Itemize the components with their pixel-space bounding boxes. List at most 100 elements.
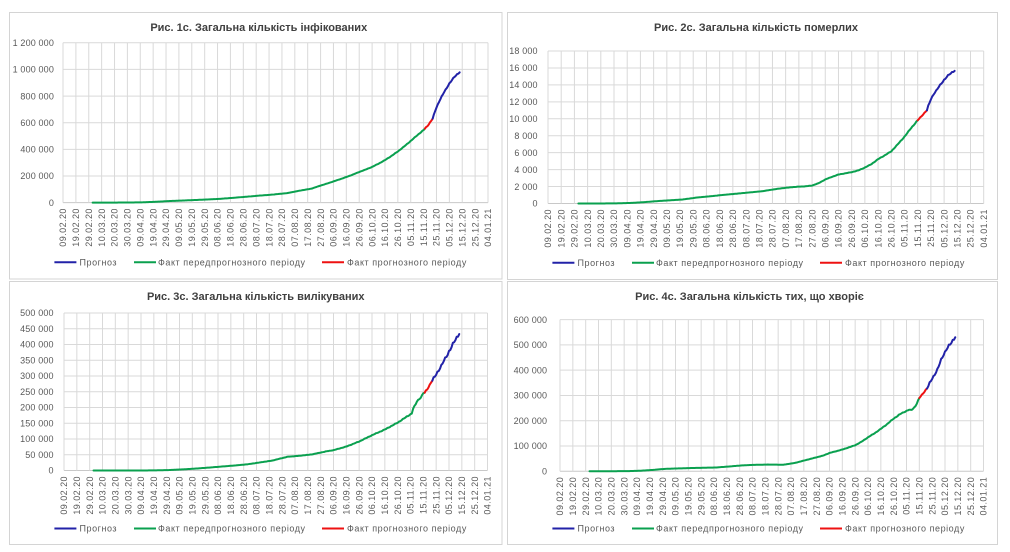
svg-text:17.08.20: 17.08.20 [303,208,313,247]
svg-text:18.07.20: 18.07.20 [264,208,274,247]
svg-text:1 000 000: 1 000 000 [13,65,54,75]
svg-text:450 000: 450 000 [20,324,54,334]
svg-text:14 000: 14 000 [509,80,537,90]
svg-text:16.10.20: 16.10.20 [380,476,390,515]
svg-text:09.02.20: 09.02.20 [555,477,565,516]
svg-text:200 000: 200 000 [20,171,54,181]
svg-text:800 000: 800 000 [20,91,54,101]
svg-text:Прогноз: Прогноз [80,258,118,268]
svg-text:26.09.20: 26.09.20 [847,209,857,248]
svg-text:07.08.20: 07.08.20 [290,476,300,515]
svg-text:17.08.20: 17.08.20 [799,477,809,516]
svg-text:500 000: 500 000 [20,308,54,318]
svg-text:08.07.20: 08.07.20 [741,209,751,248]
svg-text:15.11.20: 15.11.20 [419,208,429,246]
svg-text:09.04.20: 09.04.20 [135,208,145,247]
svg-text:29.05.20: 29.05.20 [696,477,706,516]
svg-text:25.11.20: 25.11.20 [927,477,937,515]
svg-text:09.05.20: 09.05.20 [662,209,672,248]
svg-text:06.09.20: 06.09.20 [820,209,830,248]
svg-text:200 000: 200 000 [20,403,54,413]
svg-text:20.03.20: 20.03.20 [596,209,606,248]
svg-text:16.09.20: 16.09.20 [834,209,844,248]
svg-text:26.10.20: 26.10.20 [393,208,403,247]
svg-text:29.04.20: 29.04.20 [658,477,668,516]
svg-text:06.09.20: 06.09.20 [329,208,339,247]
svg-text:19.02.20: 19.02.20 [72,476,82,515]
svg-text:400 000: 400 000 [20,340,54,350]
svg-text:09.02.20: 09.02.20 [58,208,68,247]
svg-text:09.04.20: 09.04.20 [136,476,146,515]
svg-text:15.11.20: 15.11.20 [913,209,923,247]
svg-text:08.06.20: 08.06.20 [709,477,719,516]
svg-text:350 000: 350 000 [20,355,54,365]
svg-text:19.02.20: 19.02.20 [71,208,81,247]
svg-text:04.01.21: 04.01.21 [979,209,989,248]
svg-text:28.06.20: 28.06.20 [239,476,249,515]
svg-text:09.05.20: 09.05.20 [671,477,681,516]
svg-text:05.12.20: 05.12.20 [445,208,455,247]
svg-text:29.04.20: 29.04.20 [649,209,659,248]
svg-text:0: 0 [533,198,538,208]
svg-text:16.10.20: 16.10.20 [873,209,883,248]
svg-text:28.07.20: 28.07.20 [277,476,287,515]
svg-text:05.12.20: 05.12.20 [444,476,454,515]
svg-text:08.07.20: 08.07.20 [748,477,758,516]
svg-text:20.03.20: 20.03.20 [111,476,121,515]
svg-text:09.02.20: 09.02.20 [59,476,69,515]
svg-text:06.09.20: 06.09.20 [825,477,835,516]
svg-text:15.12.20: 15.12.20 [457,208,467,247]
svg-text:150 000: 150 000 [20,418,54,428]
svg-text:27.08.20: 27.08.20 [812,477,822,516]
svg-text:600 000: 600 000 [20,118,54,128]
svg-text:19.05.20: 19.05.20 [675,209,685,248]
svg-text:25.12.20: 25.12.20 [470,208,480,247]
svg-text:05.11.20: 05.11.20 [900,209,910,247]
svg-text:Факт прогнозного періоду: Факт прогнозного періоду [347,524,467,534]
svg-text:07.08.20: 07.08.20 [786,477,796,516]
svg-text:500 000: 500 000 [514,340,548,350]
svg-text:Факт передпрогнозного періоду: Факт передпрогнозного періоду [158,258,306,268]
svg-text:15.12.20: 15.12.20 [953,477,963,516]
svg-text:04.01.21: 04.01.21 [979,477,989,516]
svg-text:29.05.20: 29.05.20 [200,476,210,515]
svg-text:18.07.20: 18.07.20 [265,476,275,515]
svg-text:100 000: 100 000 [20,434,54,444]
svg-text:27.08.20: 27.08.20 [316,208,326,247]
svg-text:25.11.20: 25.11.20 [431,476,441,514]
svg-text:05.11.20: 05.11.20 [902,477,912,515]
svg-text:18.07.20: 18.07.20 [761,477,771,516]
svg-text:19.04.20: 19.04.20 [645,477,655,516]
svg-text:15.11.20: 15.11.20 [915,477,925,515]
svg-text:16.09.20: 16.09.20 [342,208,352,247]
svg-text:17.08.20: 17.08.20 [303,476,313,515]
svg-text:18.06.20: 18.06.20 [715,209,725,248]
svg-text:29.02.20: 29.02.20 [85,476,95,515]
svg-text:600 000: 600 000 [514,315,548,325]
svg-text:30.03.20: 30.03.20 [123,208,133,247]
svg-text:19.04.20: 19.04.20 [148,208,158,247]
svg-text:05.12.20: 05.12.20 [939,209,949,248]
svg-text:Рис. 1с. Загальна кількість ін: Рис. 1с. Загальна кількість інфікованих [150,22,368,34]
svg-text:26.10.20: 26.10.20 [889,477,899,516]
svg-text:Факт прогнозного періоду: Факт прогнозного періоду [845,524,965,534]
svg-text:30.03.20: 30.03.20 [619,477,629,516]
svg-text:10.03.20: 10.03.20 [98,476,108,515]
svg-text:09.05.20: 09.05.20 [175,476,185,515]
svg-text:27.08.20: 27.08.20 [807,209,817,248]
svg-text:18.06.20: 18.06.20 [226,208,236,247]
svg-text:1 200 000: 1 200 000 [13,38,54,48]
svg-text:300 000: 300 000 [514,391,548,401]
svg-text:29.02.20: 29.02.20 [84,208,94,247]
svg-text:25.11.20: 25.11.20 [432,208,442,246]
svg-text:19.02.20: 19.02.20 [568,477,578,516]
svg-text:2 000: 2 000 [514,181,537,191]
svg-text:16.10.20: 16.10.20 [380,208,390,247]
svg-text:19.05.20: 19.05.20 [187,208,197,247]
svg-text:16 000: 16 000 [509,63,537,73]
svg-text:17.08.20: 17.08.20 [794,209,804,248]
svg-text:08.06.20: 08.06.20 [213,476,223,515]
svg-text:0: 0 [49,466,54,476]
svg-text:04.01.21: 04.01.21 [483,208,493,247]
svg-text:28.06.20: 28.06.20 [239,208,249,247]
